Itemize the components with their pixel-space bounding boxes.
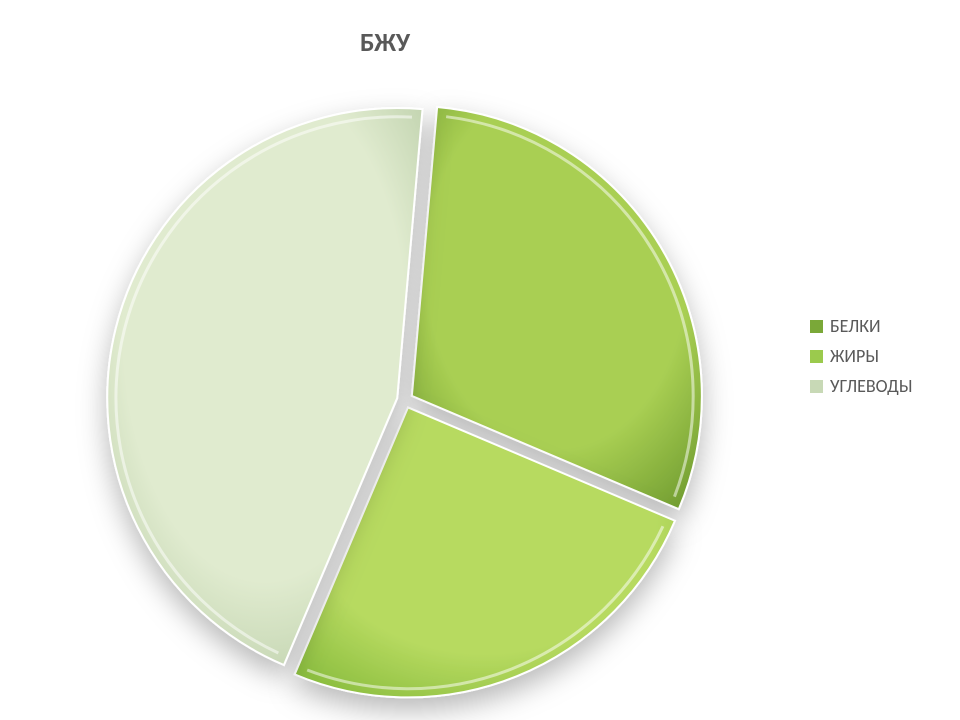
legend-swatch-icon	[810, 380, 823, 393]
legend-swatch-icon	[810, 350, 823, 363]
legend-item-2: УГЛЕВОДЫ	[810, 375, 912, 397]
legend-item-0: БЕЛКИ	[810, 315, 912, 337]
pie-chart-container: БЖУ БЕЛКИЖИРЫУГЛЕВОДЫ	[0, 0, 960, 720]
legend-label: БЕЛКИ	[830, 315, 881, 337]
legend-item-1: ЖИРЫ	[810, 345, 912, 367]
chart-legend: БЕЛКИ ЖИРЫ УГЛЕВОДЫ	[810, 315, 912, 405]
legend-label: УГЛЕВОДЫ	[830, 375, 912, 397]
legend-swatch-icon	[810, 320, 823, 333]
legend-label: ЖИРЫ	[830, 345, 879, 367]
